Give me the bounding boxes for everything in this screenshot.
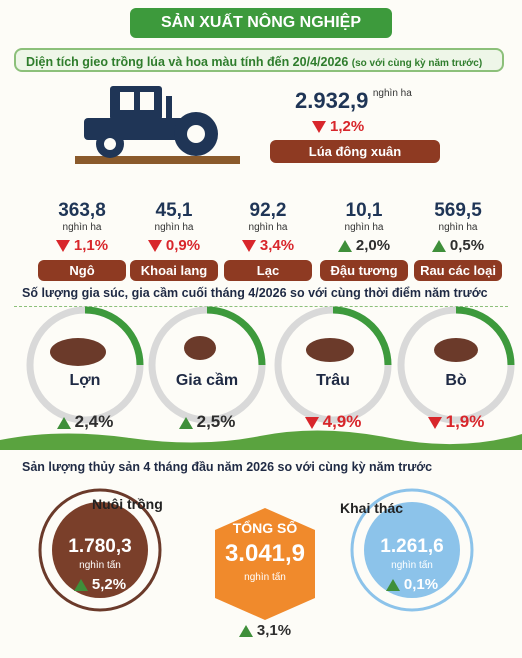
crop-label: Ngô	[38, 260, 126, 281]
section-title: Số lượng gia súc, gia cầm cuối tháng 4/2…	[22, 286, 488, 300]
crop-unit: nghìn ha	[344, 222, 384, 233]
fish-label: Khai thác	[340, 500, 404, 516]
fish-change: 0,1%	[364, 576, 460, 593]
crop-label: Khoai lang	[130, 260, 218, 281]
fish-value: 1.780,3	[68, 536, 132, 557]
crop-value: 45,1	[155, 200, 193, 221]
section-title: Diện tích gieo trồng lúa và hoa màu tính…	[26, 55, 349, 69]
livestock-decor	[0, 306, 522, 450]
rice-change: 1,2%	[312, 118, 364, 135]
change: 2,5%	[152, 412, 262, 432]
crop-value: 10,1	[345, 200, 383, 221]
livestock-label: Lợn	[69, 372, 101, 389]
change: 2,4%	[30, 412, 140, 432]
livestock-label: Bò	[445, 372, 467, 389]
header-title: SẢN XUẤT NÔNG NGHIỆP	[130, 8, 392, 38]
rice-label: Lúa đông xuân	[270, 140, 440, 163]
section-title: Sản lượng thủy sản 4 tháng đầu năm 2026 …	[22, 460, 433, 474]
livestock-label: Trâu	[316, 372, 350, 389]
crop-value: 92,2	[249, 200, 287, 221]
crop-value: 569,5	[434, 200, 482, 221]
fish-value: 3.041,9	[224, 540, 306, 567]
livestock-label: Gia cầm	[175, 372, 239, 389]
change: 0,5%	[410, 237, 506, 254]
divider	[14, 306, 508, 307]
change: 1,1%	[34, 237, 130, 254]
crop-label: Rau các loại	[414, 260, 502, 281]
crop-value: 363,8	[58, 200, 106, 221]
change: 1,9%	[401, 412, 511, 432]
change: 2,0%	[316, 237, 412, 254]
rice-value-group: 2.932,9 nghìn ha	[295, 88, 412, 114]
crop-label: Đậu tương	[320, 260, 408, 281]
fish-unit: nghìn tấn	[244, 572, 286, 583]
change: 0,9%	[126, 237, 222, 254]
section-banner: Diện tích gieo trồng lúa và hoa màu tính…	[14, 48, 504, 72]
fish-unit: nghìn tấn	[79, 560, 121, 571]
fish-change: 5,2%	[52, 576, 148, 593]
tractor-icon	[75, 86, 240, 164]
fish-label: Nuôi trồng	[92, 496, 163, 512]
crop-unit: nghìn ha	[154, 222, 194, 233]
crop-label: Lạc	[224, 260, 312, 281]
fisheries-decor	[38, 488, 474, 620]
section-note: (so với cùng kỳ năm trước)	[351, 58, 483, 69]
fish-label: TỔNG SỐ	[232, 520, 298, 536]
fish-unit: nghìn tấn	[391, 560, 433, 571]
change: 3,4%	[220, 237, 316, 254]
crop-unit: nghìn ha	[248, 222, 288, 233]
rice-unit: nghìn ha	[372, 88, 412, 99]
change: 4,9%	[278, 412, 388, 432]
crop-unit: nghìn ha	[62, 222, 102, 233]
crop-unit: nghìn ha	[438, 222, 478, 233]
rice-value: 2.932,9	[295, 88, 369, 113]
fish-change: 3,1%	[215, 622, 315, 639]
fish-value: 1.261,6	[380, 536, 444, 557]
